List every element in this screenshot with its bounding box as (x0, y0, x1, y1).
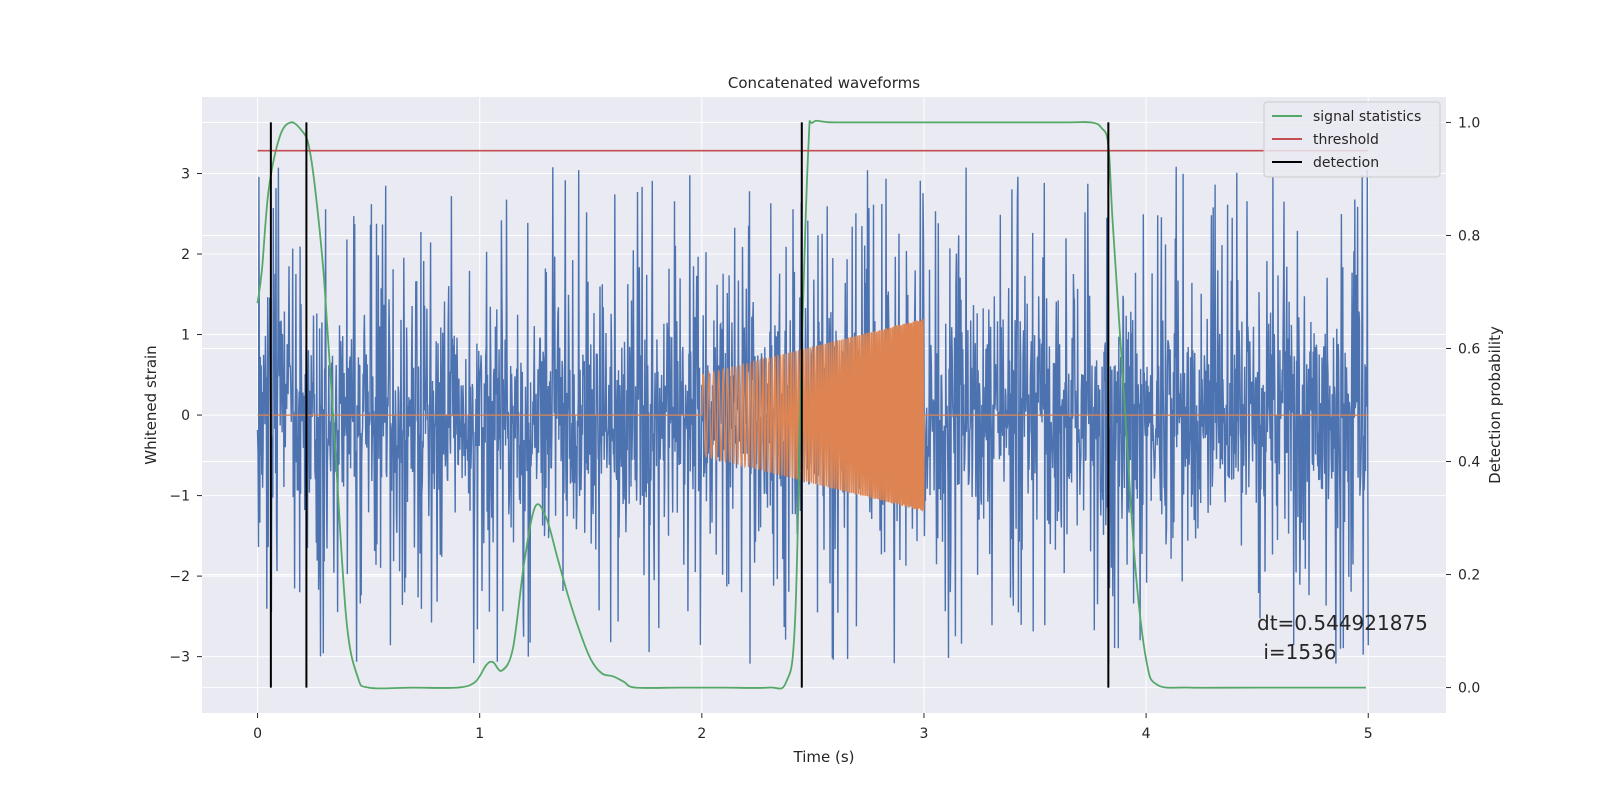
y2-tick-label: 0.4 (1458, 455, 1480, 471)
x-tick-label: 2 (697, 726, 706, 742)
axes: 0 1 2 3 4 5 3 2 1 0 −1 −2 −3 1.0 0.8 0.6 0.4 0.2 0.0 (169, 115, 1480, 742)
x-axis-label: Time (s) (793, 748, 855, 766)
legend-label-threshold: threshold (1313, 132, 1379, 148)
y-tick-label: −1 (169, 489, 190, 505)
y2-tick-label: 0.6 (1458, 341, 1480, 357)
annotation-dt: dt=0.544921875 (1257, 611, 1428, 635)
x-tick-label: 0 (253, 726, 262, 742)
y-tick-label: 1 (181, 328, 190, 344)
annotation-index: i=1536 (1257, 640, 1337, 664)
legend-box (1263, 101, 1441, 178)
legend: signal statistics threshold detection (1263, 101, 1441, 178)
y-tick-label: 0 (181, 408, 190, 424)
x-tick-label: 4 (1142, 726, 1151, 742)
legend-label-signal-statistics: signal statistics (1313, 109, 1421, 125)
injected-signal-line (257, 319, 1369, 512)
y-tick-label: 2 (181, 247, 190, 263)
chart-title: Concatenated waveforms (728, 74, 920, 92)
data-series (256, 119, 1369, 690)
x-tick-label: 5 (1364, 726, 1373, 742)
x-tick-label: 3 (920, 726, 929, 742)
y-tick-label: 3 (181, 166, 190, 182)
y2-tick-label: 1.0 (1458, 115, 1480, 131)
y2-tick-label: 0.8 (1458, 228, 1480, 244)
y2-axis-label: Detection probability (1486, 326, 1504, 484)
x-tick-label: 1 (475, 726, 484, 742)
legend-label-detection: detection (1313, 155, 1379, 171)
y-tick-label: −2 (169, 569, 190, 585)
y-axis-label: Whitened strain (142, 345, 160, 464)
y2-tick-label: 0.2 (1458, 568, 1480, 584)
y-tick-label: −3 (169, 650, 190, 666)
y2-tick-label: 0.0 (1458, 681, 1480, 697)
